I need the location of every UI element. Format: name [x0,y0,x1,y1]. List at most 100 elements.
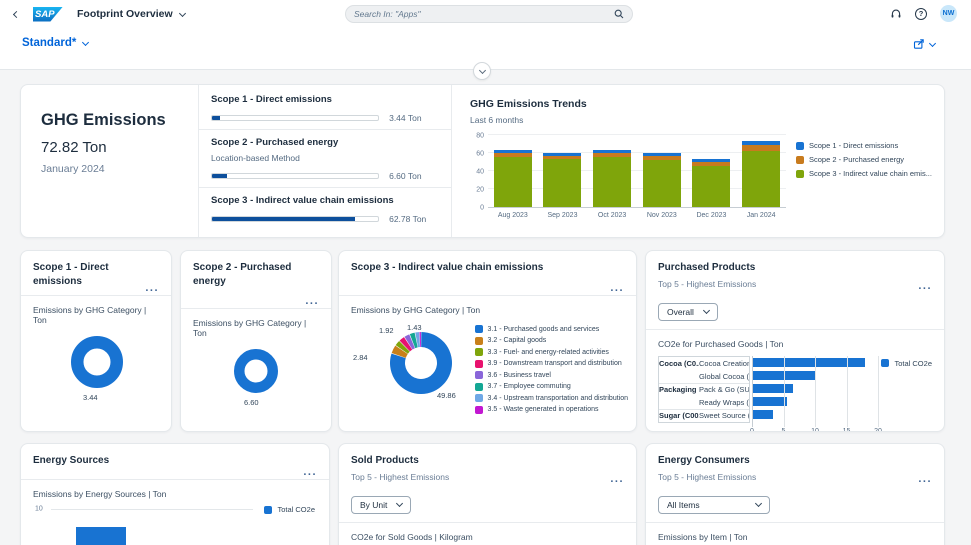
x-tick-label: Nov 2023 [646,212,677,219]
filter-dropdown[interactable]: Overall [658,302,718,321]
legend-item[interactable]: Total CO2e [264,505,315,514]
x-tick-label: 10 [811,427,819,432]
chevron-down-icon [702,306,710,315]
category-label-row: Cocoa (C0...Cocoa Creation... [659,357,749,370]
back-button[interactable] [12,10,21,18]
overflow-button[interactable]: ... [145,282,159,294]
legend-item[interactable]: Total CO2e [881,359,932,368]
scope-progress: 3.44 Ton [211,113,435,123]
legend-item[interactable]: 3.9 - Downstream transport and distribut… [474,359,628,368]
overflow-button[interactable]: ... [918,472,932,485]
x-tick-label: 15 [842,427,851,432]
scope-row: Scope 2 - Purchased energy Location-based… [199,130,451,187]
overflow-button[interactable]: ... [303,466,317,478]
headset-icon[interactable] [890,8,902,20]
chart-label: Emissions by GHG Category | Ton [351,305,481,315]
legend-label: Scope 2 - Purchased energy [809,155,905,164]
donut-slice[interactable] [415,332,420,348]
app-title: Footprint Overview [77,8,173,20]
donut-slice[interactable] [404,334,415,350]
chart-label: CO2e for Sold Goods | Kilogram [351,531,473,542]
overflow-button[interactable]: ... [610,472,624,485]
chevron-down-icon [82,38,90,46]
legend-item[interactable]: Scope 1 - Direct emissions [796,141,932,150]
donut-slice[interactable] [409,332,418,349]
gridline [846,355,848,427]
stacked-bar[interactable] [692,158,731,207]
bar[interactable] [752,383,793,393]
collapse-header-button[interactable] [473,62,491,80]
bar[interactable] [752,396,787,406]
bar-segment [692,162,731,166]
stacked-bar[interactable] [543,153,582,207]
stacked-bar[interactable] [493,150,532,207]
legend-item[interactable]: 3.3 - Fuel- and energy-related activitie… [474,348,628,356]
energy-consumers-card: Energy Consumers Top 5 - Highest Emissio… [645,443,945,545]
legend-swatch [264,505,273,514]
stacked-bar[interactable] [742,141,781,207]
x-tick-label: Oct 2023 [597,212,627,219]
card-subtitle: Top 5 - Highest Emissions [658,471,757,482]
donut-slice[interactable] [390,332,452,394]
legend-item[interactable]: 3.1 - Purchased goods and services [474,325,628,333]
card-title: Energy Sources [33,455,110,466]
stacked-bar-chart: 0 20 40 60 80 Aug 2023 Sep 2023 Oct 2023 Nov 20… [470,133,932,220]
y-tick-label: 10 [35,505,43,513]
legend-item[interactable]: 3.4 - Upstream transportation and distri… [474,394,628,402]
dashboard-page: GHG Emissions 72.82 Ton January 2024 Sco… [0,70,971,545]
filter-dropdown[interactable]: All Items [658,495,770,514]
legend-item[interactable]: 3.5 - Waste generated in operations [474,405,628,414]
card-header: Scope 1 - Direct emissions ... [21,251,171,296]
card-header: Scope 2 - Purchased energy ... [181,251,331,309]
overflow-button[interactable]: ... [305,295,319,307]
search-icon[interactable] [614,9,624,19]
donut-ring[interactable] [234,349,278,393]
legend-item[interactable]: 3.2 - Capital goods [474,336,628,345]
donut-value-label: 6.60 [244,398,259,407]
filter-dropdown[interactable]: By Unit [351,495,412,514]
help-icon[interactable]: ? [915,7,927,20]
group-label: Cocoa (C0... [659,358,699,368]
bar[interactable] [76,527,126,545]
scope-label: Scope 2 - Purchased energy [211,137,339,148]
legend-item[interactable]: Scope 2 - Purchased energy [796,155,932,164]
card-title: Purchased Products [658,262,756,273]
category-label-row: Packaging ...Pack & Go (SU... [659,382,749,396]
variant-selector[interactable]: Standard* [22,37,90,49]
x-tick-label: Aug 2023 [497,212,528,219]
y-tick-label: 20 [476,186,484,194]
legend-item[interactable]: 3.6 - Business travel [474,371,628,379]
search-input[interactable] [354,9,614,19]
chart-legend: Total CO2e [881,359,932,373]
stacked-bar[interactable] [642,153,681,207]
filter-value: By Unit [360,499,388,510]
overflow-button[interactable]: ... [610,282,624,294]
bar[interactable] [752,357,865,367]
divider [451,85,452,237]
legend-item[interactable]: Scope 3 - Indirect value chain emis... [796,169,932,178]
bar[interactable] [752,409,773,419]
card-toolbar: Overall [646,293,944,329]
shell-actions: ? NW [890,5,957,22]
stacked-bar[interactable] [593,150,632,207]
plot-area [488,134,786,208]
share-button[interactable] [913,38,937,50]
donut-value-label: 3.44 [83,393,98,402]
app-title-menu[interactable]: Footprint Overview [77,8,186,20]
scope-progress-list: Scope 1 - Direct emissions 3.44 Ton Scope … [199,85,452,237]
donut-slice[interactable] [395,341,410,354]
donut-slice[interactable] [399,337,413,352]
overflow-button[interactable]: ... [918,279,932,292]
bar-segment [742,150,781,207]
bar-segment [642,156,681,161]
donut-slice[interactable] [391,345,408,358]
donut-slice[interactable] [419,332,421,348]
card-header: Scope 3 - Indirect value chain emissions… [339,251,636,296]
user-avatar[interactable]: NW [940,5,957,22]
scope-label: Scope 1 - Direct emissions [211,94,332,105]
legend-item[interactable]: 3.7 - Employee commuting [474,382,628,391]
kpi-period: January 2024 [41,163,105,175]
variant-label: Standard* [22,37,77,49]
y-tick-label: 60 [476,150,484,158]
donut-ring[interactable] [71,336,123,388]
